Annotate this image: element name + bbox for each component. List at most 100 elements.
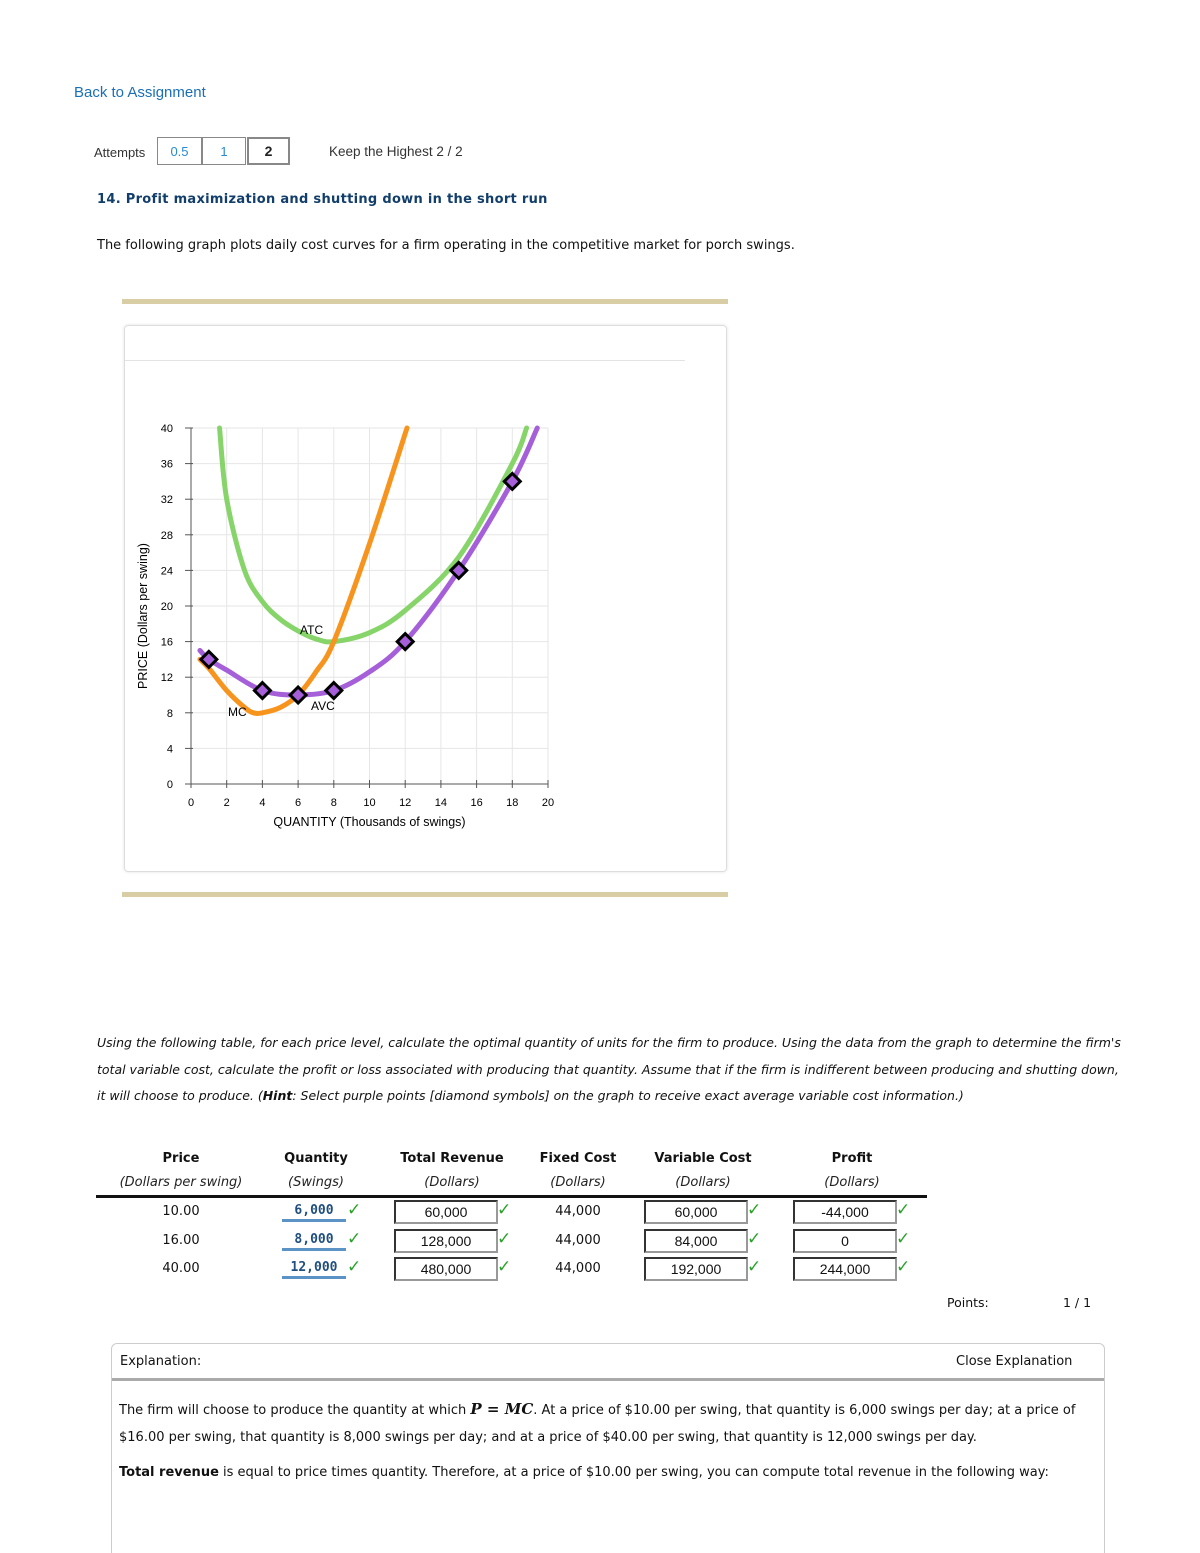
profit-input[interactable]: 244,000: [793, 1257, 897, 1281]
y-tick-label: 12: [161, 672, 173, 684]
table-header-rule: [96, 1195, 927, 1198]
total-revenue-input[interactable]: 128,000: [394, 1229, 498, 1253]
check-icon: ✓: [747, 1257, 762, 1277]
profit-input[interactable]: 0: [793, 1229, 897, 1253]
graph-panel: [124, 325, 727, 872]
x-tick-label: 4: [259, 797, 265, 809]
column-unit: (Dollars): [675, 1175, 731, 1190]
avc-diamond-point[interactable]: [287, 684, 309, 706]
close-explanation-button[interactable]: Close Explanation: [956, 1354, 1073, 1369]
total-revenue-input[interactable]: 480,000: [394, 1257, 498, 1281]
instructions-text: Using the following table, for each pric…: [97, 1035, 1121, 1103]
column-unit: (Dollars): [424, 1175, 480, 1190]
atc-label: ATC: [300, 623, 323, 637]
column-header: Fixed Cost: [539, 1151, 617, 1166]
attempt-3-score[interactable]: 2: [247, 137, 290, 165]
explanation-divider: [112, 1378, 1104, 1381]
y-tick-label: 28: [161, 530, 173, 542]
points-label: Points:: [947, 1295, 989, 1310]
variable-cost-input[interactable]: 60,000: [644, 1200, 748, 1224]
y-tick-label: 36: [161, 459, 173, 471]
price-cell: 10.00: [162, 1204, 200, 1219]
avc-label: AVC: [311, 699, 335, 713]
x-tick-label: 10: [363, 797, 375, 809]
y-tick-label: 40: [161, 423, 173, 435]
x-tick-label: 16: [470, 797, 482, 809]
atc-curve: [217, 425, 530, 645]
cost-curves-chart[interactable]: 0 2 4 6 8 10 12 14 16 18 200481216202428323640QUAN…: [124, 326, 727, 871]
y-tick-label: 16: [161, 637, 173, 649]
variable-cost-input[interactable]: 192,000: [644, 1257, 748, 1281]
avc-diamond-point[interactable]: [198, 649, 219, 670]
column-header: Total Revenue: [400, 1151, 504, 1166]
divider-bottom: [122, 892, 728, 897]
y-tick-label: 32: [161, 494, 173, 506]
x-tick-label: 0: [188, 797, 194, 809]
fixed-cost-cell: 44,000: [555, 1204, 601, 1219]
check-icon: ✓: [896, 1229, 911, 1249]
x-tick-label: 14: [435, 797, 447, 809]
quantity-select[interactable]: 12,000: [282, 1260, 346, 1279]
x-tick-label: 8: [331, 797, 337, 809]
avc-diamond-point[interactable]: [252, 680, 273, 701]
hint-text: : Select purple points [diamond symbols]…: [292, 1088, 964, 1103]
check-icon: ✓: [896, 1257, 911, 1277]
column-unit: (Dollars): [824, 1175, 880, 1190]
explanation-paragraph-1: The firm will choose to produce the quan…: [119, 1396, 1099, 1451]
check-icon: ✓: [497, 1200, 512, 1220]
check-icon: ✓: [497, 1229, 512, 1249]
y-tick-label: 4: [167, 743, 173, 755]
instructions: Using the following table, for each pric…: [97, 1030, 1127, 1110]
price-cell: 40.00: [162, 1261, 200, 1276]
keep-highest: Keep the Highest 2 / 2: [329, 144, 463, 159]
explanation-text: . At a price of $10.00 per swing, that q…: [119, 1403, 1076, 1445]
y-tick-label: 20: [161, 601, 173, 613]
avc-diamond-point[interactable]: [323, 680, 344, 701]
avc-diamond-point[interactable]: [448, 560, 469, 581]
divider-top: [122, 299, 728, 304]
variable-cost-input[interactable]: 84,000: [644, 1229, 748, 1253]
column-header: Price: [162, 1151, 200, 1166]
price-cell: 16.00: [162, 1233, 200, 1248]
y-tick-label: 24: [161, 565, 173, 577]
check-icon: ✓: [347, 1257, 362, 1277]
x-tick-label: 6: [295, 797, 301, 809]
fixed-cost-cell: 44,000: [555, 1233, 601, 1248]
question-intro: The following graph plots daily cost cur…: [97, 238, 795, 253]
x-tick-label: 20: [542, 797, 554, 809]
formula-p-equals-mc: P = MC: [470, 1400, 534, 1418]
explanation-label: Explanation:: [120, 1354, 202, 1369]
avc-diamond-point[interactable]: [502, 471, 523, 492]
quantity-select[interactable]: 6,000: [282, 1203, 346, 1222]
explanation-text: is equal to price times quantity. Theref…: [218, 1465, 1049, 1480]
check-icon: ✓: [347, 1200, 362, 1220]
column-unit: (Dollars per swing): [119, 1175, 243, 1190]
check-icon: ✓: [747, 1229, 762, 1249]
x-axis-label: QUANTITY (Thousands of swings): [273, 815, 465, 829]
avc-curve: [197, 425, 540, 698]
mc-curve: [197, 425, 410, 716]
fixed-cost-cell: 44,000: [555, 1261, 601, 1276]
column-unit: (Dollars): [550, 1175, 606, 1190]
x-tick-label: 2: [224, 797, 230, 809]
profit-input[interactable]: -44,000: [793, 1200, 897, 1224]
back-to-assignment-link[interactable]: Back to Assignment: [74, 84, 206, 101]
points-value: 1 / 1: [1063, 1295, 1092, 1310]
y-axis-label: PRICE (Dollars per swing): [136, 543, 150, 689]
column-header: Quantity: [284, 1151, 348, 1166]
attempt-2-score[interactable]: 1: [202, 137, 246, 165]
hint-label: Hint: [262, 1088, 293, 1103]
mc-label: MC: [228, 705, 247, 719]
total-revenue-input[interactable]: 60,000: [394, 1200, 498, 1224]
y-tick-label: 0: [167, 779, 173, 791]
quantity-select[interactable]: 8,000: [282, 1232, 346, 1251]
check-icon: ✓: [497, 1257, 512, 1277]
y-tick-label: 8: [167, 708, 173, 720]
avc-diamond-point[interactable]: [395, 631, 416, 652]
keep-label: Keep the Highest: [329, 144, 433, 159]
attempt-1-score[interactable]: 0.5: [157, 137, 202, 165]
attempts-label: Attempts: [94, 145, 146, 160]
explanation-panel: [111, 1343, 1105, 1553]
explanation-text: The firm will choose to produce the quan…: [119, 1403, 471, 1418]
